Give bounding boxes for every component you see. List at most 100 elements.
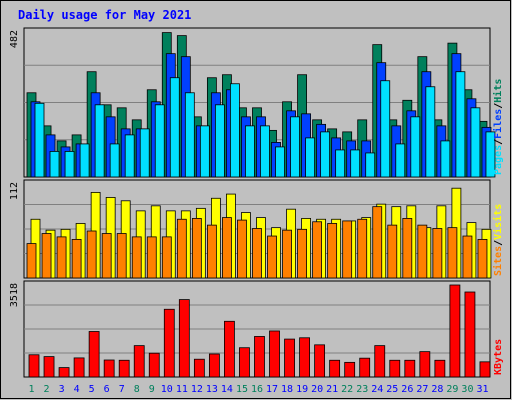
sites-bar bbox=[447, 227, 458, 279]
sites-bar bbox=[432, 228, 443, 279]
pages-bar bbox=[440, 140, 451, 178]
legend-entry: / bbox=[493, 103, 504, 109]
pages-bar bbox=[365, 152, 376, 178]
day-label: 9 bbox=[149, 384, 155, 395]
sites-bar bbox=[237, 219, 247, 279]
kbytes-bar bbox=[299, 337, 310, 378]
kbytes-bar bbox=[163, 308, 175, 378]
legend-entry: Files bbox=[492, 109, 504, 139]
day-label: 26 bbox=[401, 384, 413, 395]
pages-bar bbox=[380, 80, 391, 178]
sites-bar bbox=[267, 235, 277, 279]
sites-bar bbox=[191, 218, 202, 279]
pages-bar bbox=[470, 107, 481, 178]
legend-entry: / bbox=[493, 139, 504, 145]
kbytes-bar bbox=[88, 331, 100, 378]
kbytes-bar bbox=[344, 361, 356, 378]
day-label: 31 bbox=[476, 384, 488, 395]
kbytes-bar bbox=[254, 336, 265, 378]
pages-bar bbox=[305, 137, 315, 178]
day-label: 10 bbox=[161, 384, 173, 395]
day-label: 17 bbox=[266, 384, 278, 395]
pages-bar bbox=[425, 86, 436, 178]
kbytes-bar bbox=[329, 359, 341, 378]
day-label: 19 bbox=[296, 384, 308, 395]
day-label: 13 bbox=[206, 384, 218, 395]
legend-entry: Pages bbox=[493, 145, 504, 175]
day-label: 11 bbox=[176, 384, 188, 395]
pages-bar bbox=[230, 83, 240, 178]
pages-bar bbox=[260, 125, 270, 178]
sites-bar bbox=[297, 228, 307, 279]
day-label: 20 bbox=[311, 384, 323, 395]
sites-bar bbox=[312, 221, 323, 279]
kbytes-bar bbox=[148, 352, 160, 378]
kbytes-panel: 3518 KBytes bbox=[9, 280, 504, 378]
day-label: 16 bbox=[251, 384, 263, 395]
sites-bar bbox=[41, 233, 52, 279]
sites-bar bbox=[462, 235, 473, 279]
pages-bar bbox=[154, 104, 165, 178]
kbytes-bar bbox=[359, 357, 371, 378]
kbytes-bar bbox=[133, 345, 145, 378]
day-label: 8 bbox=[134, 384, 140, 395]
sites-bar bbox=[101, 233, 112, 279]
visits-sites-panel: 112 Sites/Visits bbox=[9, 179, 504, 279]
visits-sites-ymax-label: 112 bbox=[9, 182, 20, 200]
sites-bar bbox=[282, 229, 292, 279]
sites-bar bbox=[372, 206, 383, 279]
day-label: 12 bbox=[191, 384, 203, 395]
legend-entry: Sites bbox=[492, 246, 504, 276]
pages-bar bbox=[124, 134, 135, 178]
hits-files-pages-ymax-label: 482 bbox=[9, 30, 20, 48]
kbytes-bar bbox=[419, 351, 431, 378]
kbytes-bar bbox=[464, 291, 476, 378]
day-label: 30 bbox=[461, 384, 473, 395]
sites-bar bbox=[26, 243, 37, 279]
sites-bar bbox=[86, 230, 97, 279]
kbytes-bar bbox=[118, 359, 130, 378]
sites-bar bbox=[146, 236, 157, 279]
pages-bar bbox=[320, 131, 331, 178]
day-label: 28 bbox=[431, 384, 443, 395]
day-label: 15 bbox=[236, 384, 248, 395]
day-label: 7 bbox=[119, 384, 125, 395]
day-label: 18 bbox=[281, 384, 293, 395]
kbytes-bar bbox=[224, 320, 235, 378]
sites-bar bbox=[402, 218, 413, 279]
day-label: 21 bbox=[326, 384, 338, 395]
hits-files-pages-legend: Pages/Files/Hits bbox=[492, 79, 504, 175]
kbytes-bar bbox=[404, 359, 416, 378]
sites-bar bbox=[327, 223, 338, 279]
chart-title: Daily usage for May 2021 bbox=[18, 8, 191, 22]
kbytes-bar bbox=[434, 359, 446, 378]
pages-bar bbox=[275, 146, 285, 178]
kbytes-bar bbox=[208, 353, 220, 378]
day-label: 4 bbox=[74, 384, 80, 395]
legend-entry: KBytes bbox=[493, 339, 504, 375]
kbytes-bar bbox=[58, 367, 70, 378]
kbytes-bar bbox=[239, 347, 250, 378]
day-label: 14 bbox=[221, 384, 233, 395]
kbytes-bar bbox=[73, 357, 85, 378]
pages-bar bbox=[169, 77, 180, 178]
kbytes-bar bbox=[284, 338, 295, 378]
day-label: 27 bbox=[416, 384, 428, 395]
kbytes-bar bbox=[389, 359, 401, 378]
sites-bar bbox=[116, 233, 127, 279]
visits-sites-legend: Sites/Visits bbox=[492, 204, 504, 276]
sites-bar bbox=[56, 236, 67, 279]
kbytes-bar bbox=[43, 356, 55, 378]
sites-bar bbox=[161, 236, 172, 279]
pages-bar bbox=[184, 92, 195, 178]
pages-bar bbox=[395, 143, 406, 178]
kbytes-bar bbox=[193, 358, 205, 378]
kbytes-bar bbox=[449, 284, 461, 378]
day-label: 1 bbox=[29, 384, 35, 395]
pages-bar bbox=[109, 143, 120, 178]
sites-bar bbox=[131, 236, 142, 279]
pages-bar bbox=[79, 143, 90, 178]
sites-bar bbox=[71, 238, 82, 279]
